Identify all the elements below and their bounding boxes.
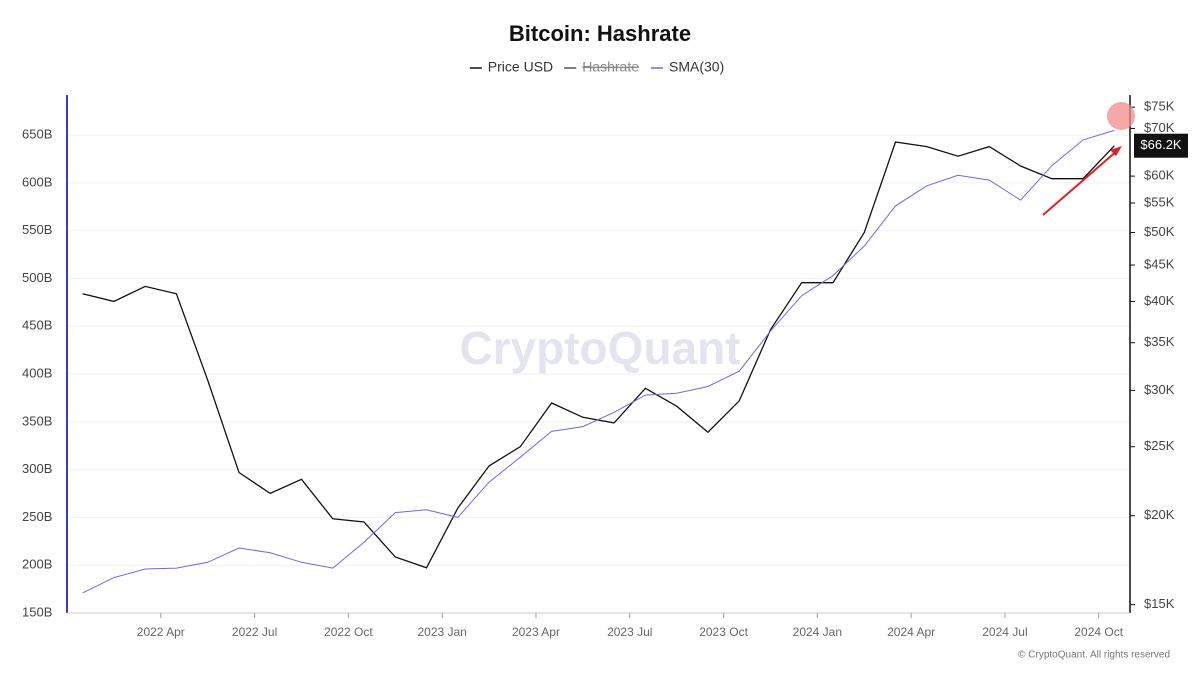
footer: © CryptoQuant. All rights reserved (1018, 650, 1170, 661)
x-tick-label: 2022 Oct (324, 625, 373, 639)
value-label: $66.2K (1140, 137, 1182, 152)
y2-tick-label: $55K (1144, 194, 1175, 209)
y2-tick-label: $70K (1144, 120, 1175, 135)
legend-label: SMA(30) (669, 59, 724, 75)
watermark: CryptoQuant (459, 322, 740, 374)
chart-title: Bitcoin: Hashrate (509, 21, 691, 46)
series-line (82, 141, 1115, 569)
y-tick-label: 200B (22, 557, 52, 572)
y-tick-label: 400B (22, 366, 52, 381)
legend-label: Price USD (488, 59, 553, 75)
y2-tick-label: $50K (1144, 224, 1175, 239)
value-label-box (1134, 133, 1188, 158)
y2-tick-label: $75K (1144, 99, 1175, 114)
x-tick-label: 2024 Jan (793, 625, 842, 639)
x-tick-label: 2023 Jan (417, 625, 466, 639)
legend-label: Hashrate (582, 59, 639, 75)
x-tick-label: 2022 Jul (232, 625, 277, 639)
y-tick-label: 450B (22, 318, 52, 333)
plot-area: 150B 200B 250B 300B 350B 400B 450B 500B 550B 600B… (22, 95, 1188, 639)
y2-tick-label: $45K (1144, 256, 1175, 271)
y-tick-label: 600B (22, 174, 52, 189)
arrow-head (1110, 146, 1122, 156)
y2-tick-label: $40K (1144, 293, 1175, 308)
highlight-circle (1107, 102, 1135, 130)
x-tick-label: 2024 Oct (1074, 625, 1123, 639)
y-tick-label: 550B (22, 222, 52, 237)
x-tick-label: 2022 Apr (137, 625, 185, 639)
y2-tick-label: $25K (1144, 438, 1175, 453)
y-tick-label: 250B (22, 509, 52, 524)
y2-tick-label: $35K (1144, 334, 1175, 349)
x-tick-label: 2024 Jul (982, 625, 1027, 639)
x-tick-label: 2023 Oct (699, 625, 748, 639)
y-tick-label: 500B (22, 270, 52, 285)
y2-tick-label: $20K (1144, 507, 1175, 522)
y-tick-label: 300B (22, 461, 52, 476)
x-tick-label: 2023 Apr (512, 625, 560, 639)
trend-arrow (1042, 149, 1119, 216)
y-tick-label: 350B (22, 413, 52, 428)
series-line (82, 129, 1115, 594)
x-tick-label: 2023 Jul (607, 625, 652, 639)
y2-tick-label: $30K (1144, 382, 1175, 397)
y2-tick-label: $60K (1144, 168, 1175, 183)
y-tick-label: 650B (22, 127, 52, 142)
y2-tick-label: $15K (1144, 596, 1175, 611)
x-tick-label: 2024 Apr (887, 625, 935, 639)
y-tick-label: 150B (22, 604, 52, 619)
legend: Price USD Hashrate SMA(30) (469, 59, 724, 75)
